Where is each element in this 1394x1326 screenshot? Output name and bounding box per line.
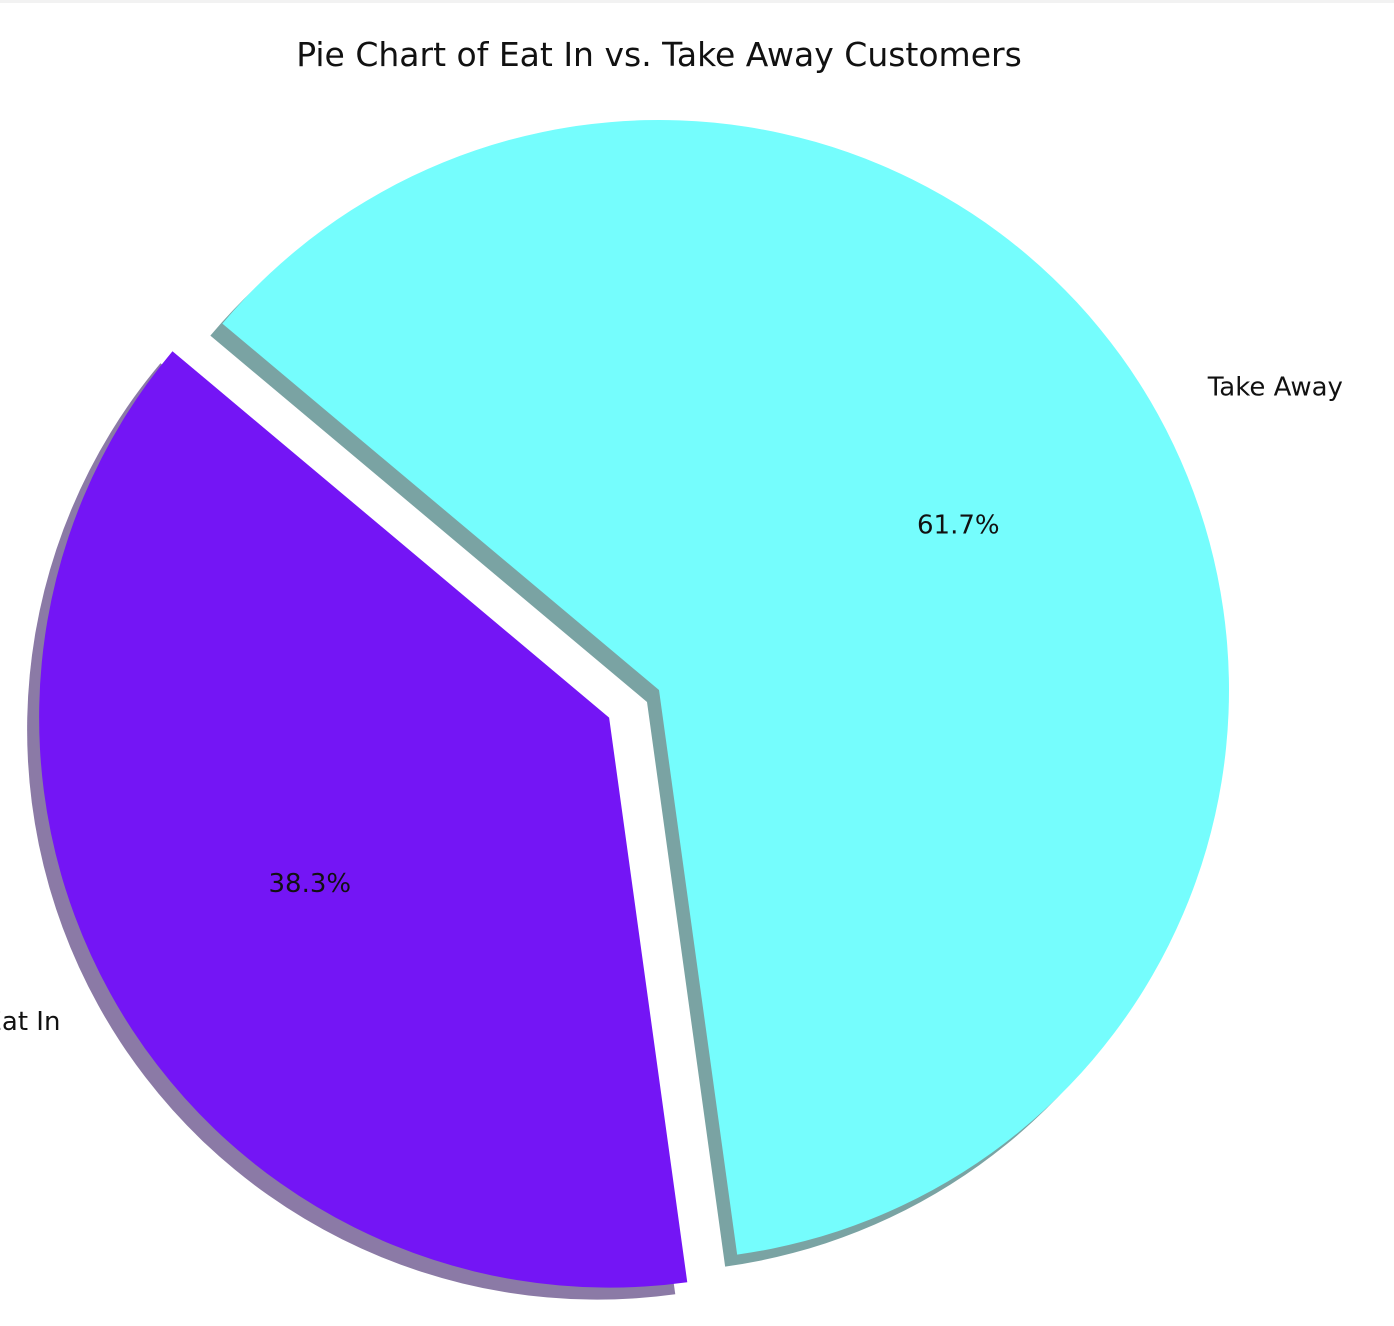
pct-label-take-away: 61.7% <box>917 511 1000 541</box>
top-border <box>0 0 1394 3</box>
pct-label-eat-in: 38.3% <box>269 869 352 899</box>
slice-take-away <box>222 119 1229 1255</box>
slice-label-eat-in: Eat In <box>0 1007 60 1037</box>
slice-layer <box>39 119 1229 1288</box>
chart-title: Pie Chart of Eat In vs. Take Away Custom… <box>296 35 1022 74</box>
slice-label-take-away: Take Away <box>1207 373 1343 403</box>
slice-eat-in <box>39 351 688 1288</box>
